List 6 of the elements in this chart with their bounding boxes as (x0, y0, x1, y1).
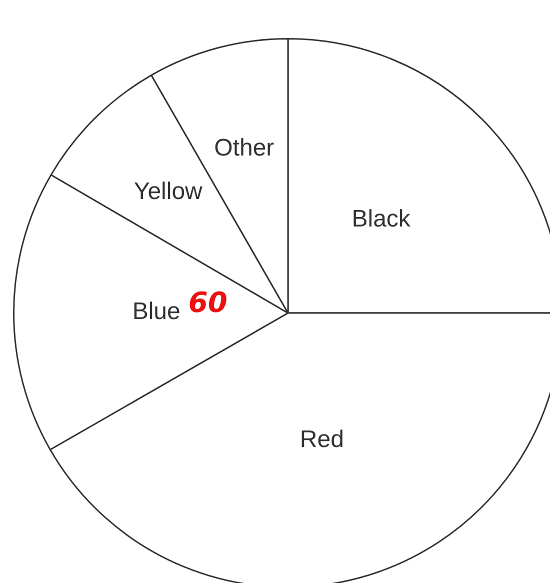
slice-label: Other (214, 134, 274, 162)
slice-label: Yellow (134, 178, 204, 206)
slice-label: Red (300, 426, 344, 453)
text: 60 (188, 286, 228, 319)
slice-label: Blue (132, 298, 180, 326)
slice-label: Black (352, 206, 412, 233)
